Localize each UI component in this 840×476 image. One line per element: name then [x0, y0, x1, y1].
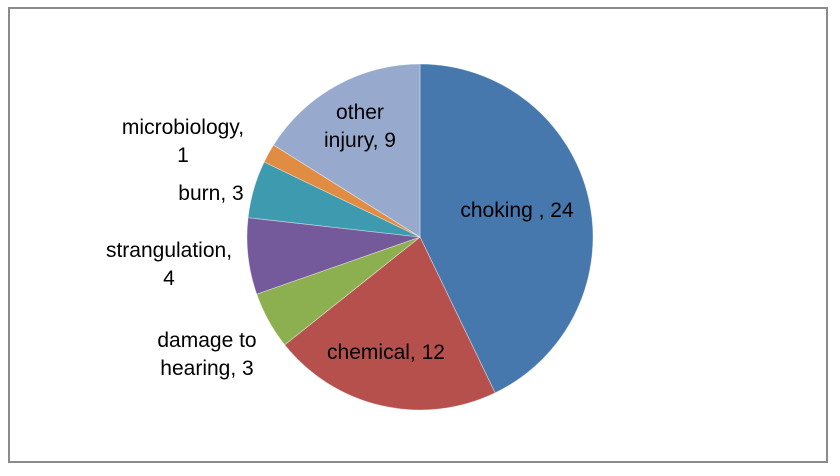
slice-label-line: injury, 9 — [324, 129, 396, 152]
slice-label-chemical: chemical, 12 — [327, 339, 445, 367]
slice-label-line: microbiology, — [121, 116, 245, 139]
slice-label-microbiology: microbiology, 1 — [122, 114, 244, 170]
pie-slice-strangulation — [246, 217, 421, 295]
slice-label-line: burn, 3 — [178, 182, 244, 205]
slice-label-line: choking , 24 — [460, 199, 574, 222]
slice-label-choking: choking , 24 — [460, 197, 573, 225]
slice-label-line: damage to — [157, 329, 257, 352]
pie-slice-microbiology — [263, 144, 421, 238]
slice-label-strangulation: strangulation, 4 — [106, 237, 232, 293]
slice-label-line: 4 — [163, 267, 175, 290]
pie-slice-other-injury — [272, 63, 421, 238]
slice-label-burn: burn, 3 — [178, 180, 243, 208]
pie-slice-chemical — [284, 236, 496, 411]
slice-label-line: chemical, 12 — [327, 341, 445, 364]
pie-slice-damage-to-hearing — [256, 236, 421, 346]
slice-label-line: other — [336, 101, 384, 124]
pie-slice-burn — [247, 161, 421, 238]
slice-label-line: strangulation, — [105, 239, 233, 262]
slice-label-other-injury: other injury, 9 — [324, 99, 396, 155]
slice-label-damage-to-hearing: damage to hearing, 3 — [157, 327, 256, 383]
slice-label-line: hearing, 3 — [160, 357, 254, 380]
slice-label-line: 1 — [177, 144, 189, 167]
pie-slice-choking — [419, 63, 594, 394]
